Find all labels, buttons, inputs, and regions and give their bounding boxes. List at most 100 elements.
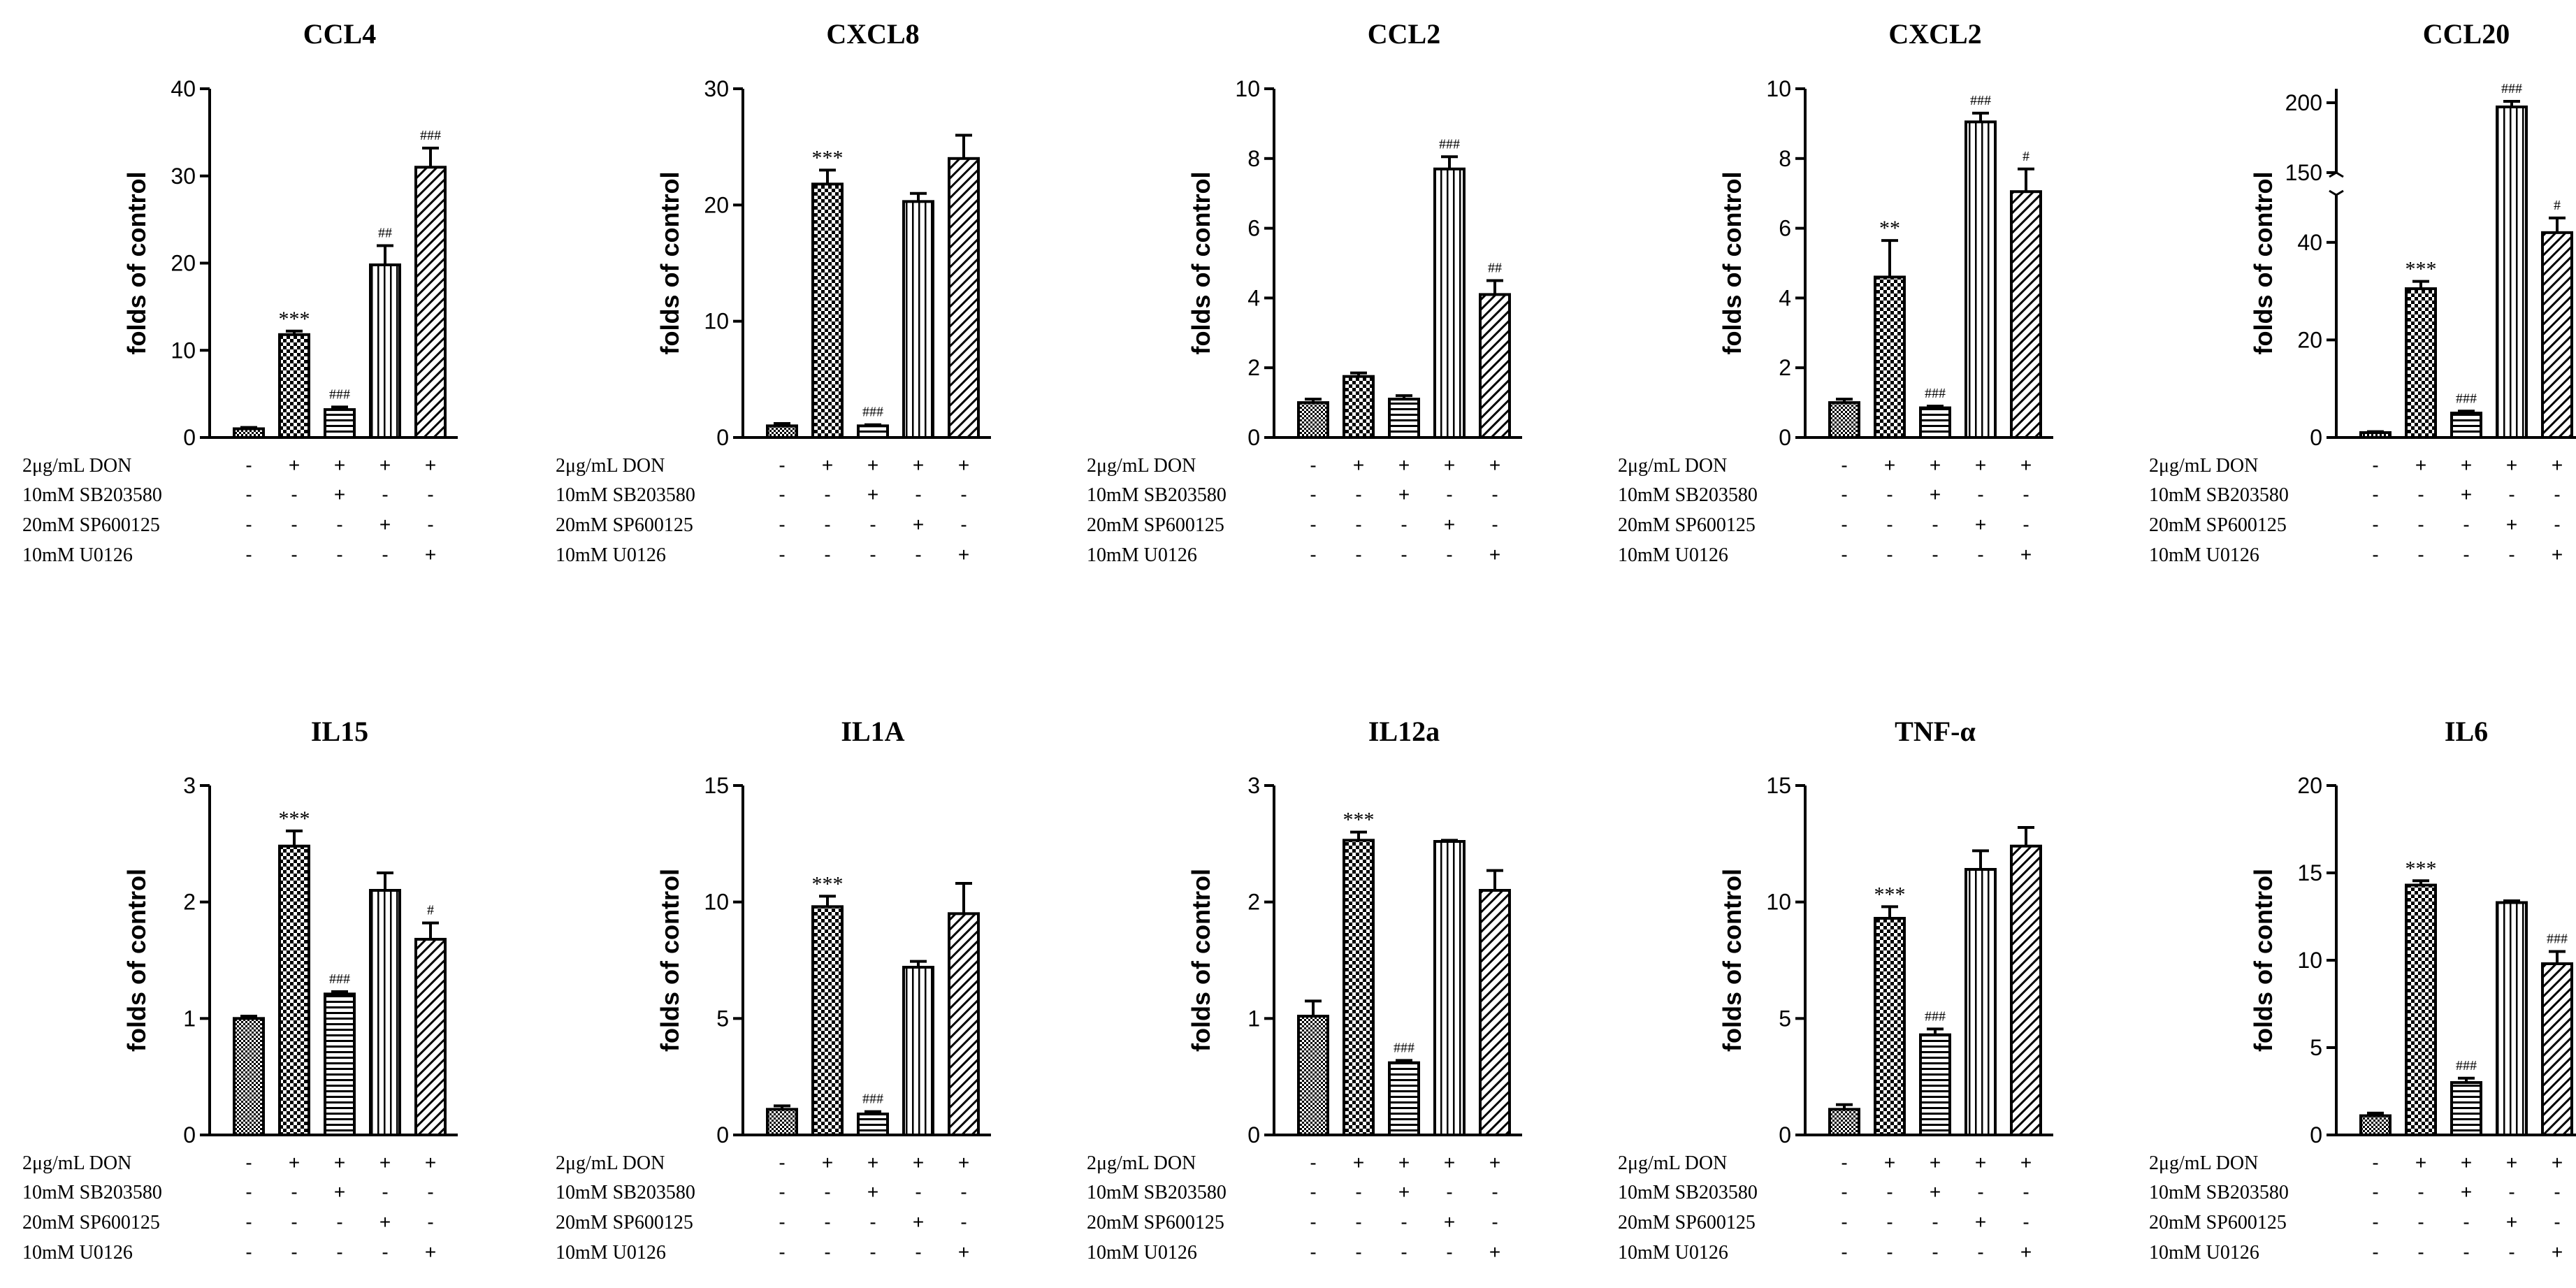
bar-don-u0126 — [1479, 293, 1511, 439]
minus-marker: - — [382, 1181, 388, 1203]
minus-marker: - — [336, 514, 342, 535]
minus-marker: - — [291, 1181, 297, 1203]
bar-don — [1343, 839, 1375, 1137]
plus-marker: + — [913, 1152, 924, 1173]
y-tick-label: 10 — [1766, 76, 1791, 101]
bar-don-u0126 — [2541, 231, 2573, 439]
bar-control — [2359, 431, 2392, 440]
condition-label: 2μg/mL DON — [1618, 455, 1727, 477]
bar-control — [233, 1017, 265, 1137]
minus-marker: - — [245, 1181, 252, 1203]
y-tick-label: 0 — [183, 1122, 196, 1148]
y-tick-label: 15 — [1766, 773, 1791, 798]
significance-marker: ### — [2547, 932, 2568, 947]
minus-marker: - — [1841, 544, 1847, 565]
chart-title: CCL20 — [2423, 18, 2510, 50]
minus-marker: - — [1977, 1181, 1983, 1203]
minus-marker: - — [2554, 1211, 2560, 1233]
y-tick-label: 0 — [716, 425, 729, 450]
plus-marker: + — [867, 1181, 878, 1203]
condition-label: 10mM SB203580 — [1618, 1182, 1758, 1203]
condition-label: 10mM U0126 — [556, 1242, 666, 1264]
minus-marker: - — [245, 454, 252, 476]
chart-title: CCL4 — [303, 18, 376, 50]
bar-control — [2359, 1114, 2392, 1136]
significance-marker: ### — [329, 386, 350, 402]
significance-marker: *** — [812, 872, 844, 895]
y-tick-label: 2 — [1247, 890, 1260, 915]
plus-marker: + — [1489, 1152, 1500, 1173]
condition-label: 2μg/mL DON — [2149, 455, 2258, 477]
minus-marker: - — [1491, 1211, 1498, 1233]
bar-don-sp600125 — [1964, 120, 1997, 439]
minus-marker: - — [779, 1241, 785, 1263]
plus-marker: + — [425, 1152, 436, 1173]
plus-marker: + — [289, 454, 300, 476]
y-tick-label: 0 — [2310, 425, 2322, 450]
condition-label: 20mM SP600125 — [22, 514, 160, 536]
bar-control — [1297, 401, 1329, 439]
condition-label: 10mM U0126 — [22, 544, 133, 566]
condition-label: 10mM SB203580 — [2149, 484, 2289, 506]
minus-marker: - — [2372, 454, 2378, 476]
bar-don-sb203580 — [2450, 1081, 2482, 1136]
minus-marker: - — [960, 514, 967, 535]
y-tick-label: 150 — [2285, 160, 2322, 185]
minus-marker: - — [1310, 1211, 1316, 1233]
y-tick-label: 10 — [704, 309, 729, 334]
chart-title: IL1A — [841, 716, 904, 747]
plus-marker: + — [867, 484, 878, 505]
y-tick-label: 8 — [1779, 146, 1791, 171]
y-tick-label: 1 — [1247, 1006, 1260, 1031]
y-tick-label: 20 — [171, 251, 196, 276]
y-tick-label: 3 — [183, 773, 196, 798]
condition-label: 20mM SP600125 — [2149, 1212, 2287, 1233]
minus-marker: - — [960, 1181, 967, 1203]
chart-title: IL15 — [311, 716, 368, 747]
y-tick-label: 2 — [1779, 355, 1791, 380]
minus-marker: - — [824, 484, 830, 505]
minus-marker: - — [1886, 544, 1893, 565]
plus-marker: + — [1353, 1152, 1364, 1173]
bar-don-sp600125 — [902, 200, 934, 439]
condition-label: 10mM SB203580 — [556, 484, 695, 506]
minus-marker: - — [382, 1241, 388, 1263]
axis-break-mark — [2329, 189, 2344, 196]
minus-marker: - — [960, 1211, 967, 1233]
minus-marker: - — [1310, 484, 1316, 505]
plus-marker: + — [1930, 454, 1941, 476]
bar-don-sp600125 — [2496, 106, 2528, 439]
y-tick-label: 0 — [183, 425, 196, 450]
minus-marker: - — [1932, 1211, 1938, 1233]
plus-marker: + — [1398, 1181, 1410, 1203]
y-tick-label: 4 — [1779, 285, 1791, 310]
bar-don — [278, 844, 310, 1136]
minus-marker: - — [779, 544, 785, 565]
minus-marker: - — [245, 514, 252, 535]
significance-marker: # — [2554, 198, 2561, 213]
plus-marker: + — [958, 1152, 969, 1173]
minus-marker: - — [1932, 544, 1938, 565]
condition-label: 10mM SB203580 — [22, 1182, 162, 1203]
plus-marker: + — [379, 514, 391, 535]
significance-marker: *** — [2405, 258, 2437, 281]
minus-marker: - — [779, 484, 785, 505]
y-tick-label: 0 — [1779, 425, 1791, 450]
panel-il1a: IL1A folds of control 0 5 10 15 *** ### 2μg/mL D… — [556, 716, 991, 1264]
minus-marker: - — [336, 1211, 342, 1233]
plus-marker: + — [1975, 1152, 1986, 1173]
minus-marker: - — [427, 1181, 433, 1203]
minus-marker: - — [2023, 484, 2029, 505]
significance-marker: ## — [1488, 260, 1502, 275]
plus-marker: + — [2461, 1181, 2472, 1203]
significance-marker: *** — [812, 146, 844, 169]
bar-don — [1874, 275, 1906, 439]
minus-marker: - — [1446, 544, 1452, 565]
bar-control — [1297, 1015, 1329, 1136]
plus-marker: + — [1444, 1152, 1455, 1173]
minus-marker: - — [2372, 514, 2378, 535]
